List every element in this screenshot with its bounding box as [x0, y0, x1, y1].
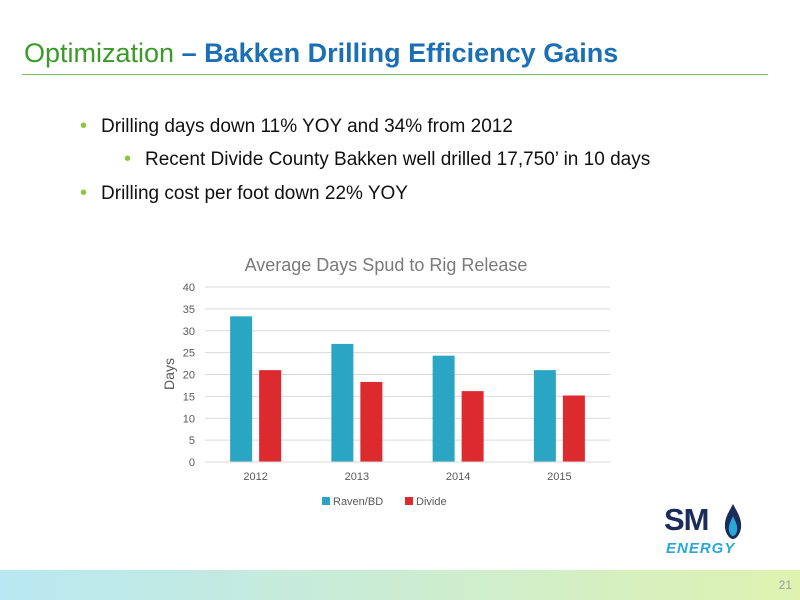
- x-tick-label: 2014: [446, 471, 470, 483]
- x-tick-label: 2013: [345, 471, 369, 483]
- legend-swatch: [322, 497, 330, 505]
- bar-raven-bd-2015: [533, 370, 556, 462]
- sm-energy-logo: SM ENERGY: [664, 502, 754, 562]
- bullet-text: Drilling cost per foot down 22% YOY: [101, 183, 408, 204]
- slide-title: Optimization – Bakken Drilling Efficienc…: [24, 38, 618, 69]
- x-axis-ticks: 2012 2013 2014 2015: [243, 471, 571, 483]
- y-tick-label: 5: [189, 435, 195, 447]
- bar-raven-bd-2013: [331, 343, 354, 462]
- bullet-item: • Drilling cost per foot down 22% YOY: [80, 182, 408, 205]
- y-tick-label: 10: [183, 413, 195, 425]
- chart-title: Average Days Spud to Rig Release: [245, 255, 528, 275]
- bullet-dot-icon: •: [124, 148, 132, 170]
- legend-label: Divide: [416, 496, 447, 508]
- bar-raven-bd-2014: [432, 355, 455, 462]
- bullet-text: Drilling days down 11% YOY and 34% from …: [101, 116, 513, 137]
- slide-title-part1: Optimization: [24, 38, 175, 68]
- logo-energy-text: ENERGY: [666, 540, 736, 557]
- flame-icon: [724, 504, 742, 539]
- legend: Raven/BD Divide: [322, 496, 447, 508]
- legend-swatch: [405, 497, 413, 505]
- footer-band: [0, 570, 800, 600]
- bar-chart: Average Days Spud to Rig Release Days 0 5…: [161, 255, 610, 508]
- x-tick-label: 2015: [547, 471, 571, 483]
- page-number: 21: [778, 578, 792, 592]
- y-tick-label: 0: [189, 457, 195, 469]
- y-tick-label: 35: [183, 304, 195, 316]
- legend-label: Raven/BD: [333, 496, 383, 508]
- bar-raven-bd-2012: [230, 316, 253, 462]
- y-tick-label: 15: [183, 391, 195, 403]
- y-axis-label: Days: [161, 358, 177, 390]
- y-axis-ticks: 0 5 10 15 20 25 30 35 40: [183, 282, 195, 469]
- bullet-dot-icon: •: [80, 115, 88, 137]
- y-tick-label: 30: [183, 326, 195, 338]
- bar-divide-2015: [562, 395, 585, 462]
- bar-divide-2013: [360, 381, 383, 462]
- bar-divide-2012: [259, 370, 282, 462]
- title-divider: [22, 74, 768, 75]
- bullet-dot-icon: •: [80, 182, 88, 204]
- bullet-text: Recent Divide County Bakken well drilled…: [145, 149, 651, 170]
- slide-title-part2: – Bakken Drilling Efficiency Gains: [174, 38, 619, 68]
- bullet-item: • Drilling days down 11% YOY and 34% from…: [80, 115, 513, 138]
- bars: [205, 316, 610, 463]
- bar-divide-2014: [461, 391, 484, 462]
- y-tick-label: 20: [183, 370, 195, 382]
- y-tick-label: 25: [183, 348, 195, 360]
- sub-bullet-item: • Recent Divide County Bakken well drille…: [124, 148, 650, 171]
- x-tick-label: 2012: [243, 471, 267, 483]
- y-tick-label: 40: [183, 282, 195, 294]
- logo-sm-text: SM: [664, 502, 709, 537]
